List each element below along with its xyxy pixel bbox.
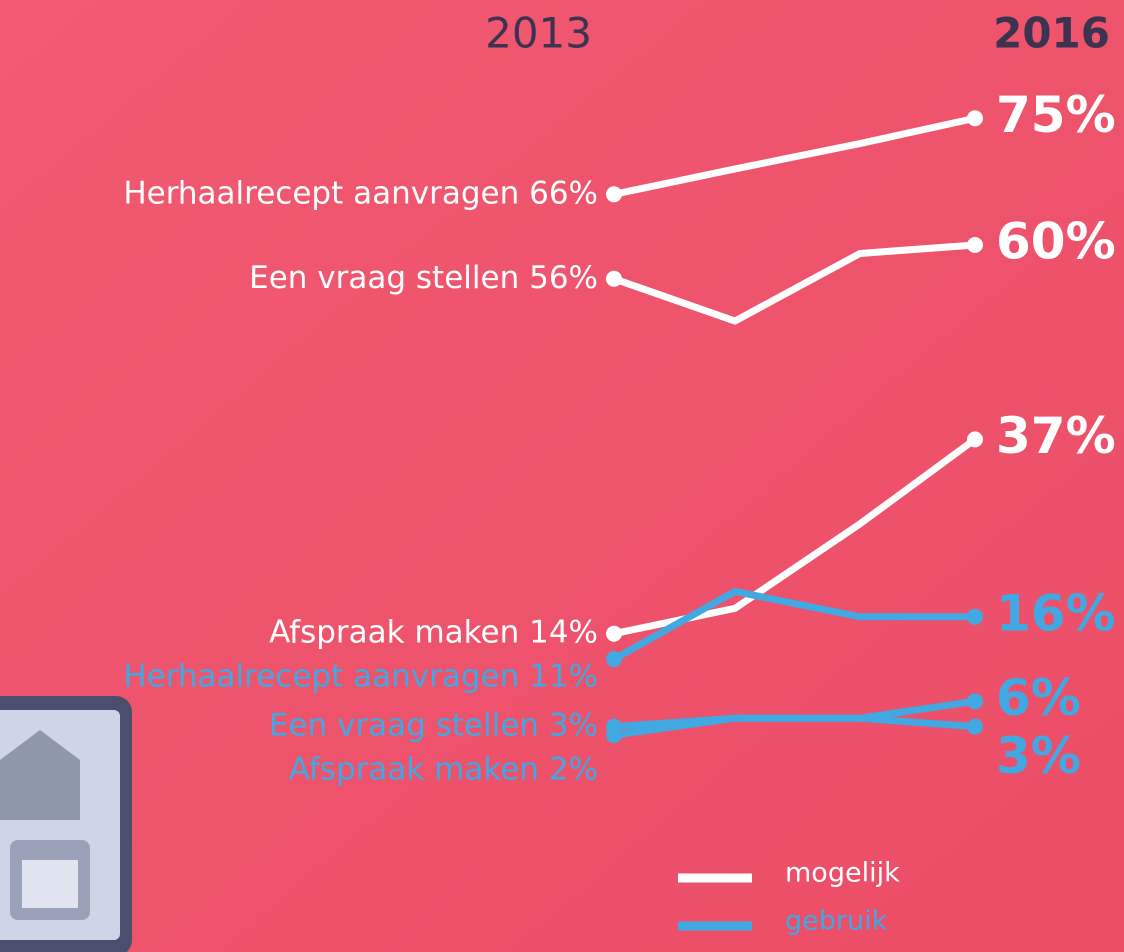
value-label: 37% [996, 407, 1116, 465]
value-label: 6% [996, 669, 1081, 727]
series-name: Een vraag stellen [249, 259, 519, 295]
end-dot [967, 719, 983, 735]
series-name: Herhaalrecept aanvragen [123, 658, 519, 694]
series-name: Afspraak maken [269, 614, 519, 650]
legend-label: mogelijk [785, 858, 900, 889]
end-dot [606, 626, 622, 642]
category-label: 2016 [993, 9, 1110, 58]
end-dot [967, 609, 983, 625]
value-label: 3% [996, 727, 1081, 785]
value-label: 56% [529, 259, 598, 295]
series-name: Herhaalrecept aanvragen [123, 175, 519, 211]
value-label: 16% [996, 584, 1116, 642]
left-label: Afspraak maken 14% [269, 614, 598, 650]
end-dot [967, 431, 983, 447]
value-label: 2% [549, 751, 598, 787]
left-label: Een vraag stellen 3% [269, 707, 598, 743]
series-name: Afspraak maken [289, 751, 539, 787]
end-dot [606, 271, 622, 287]
left-label: Afspraak maken 2% [289, 751, 598, 787]
value-label: 75% [996, 86, 1116, 144]
value-label: 66% [529, 175, 598, 211]
legend-label: gebruik [785, 906, 888, 937]
end-dot [606, 651, 622, 667]
series-name: Een vraag stellen [269, 707, 539, 743]
value-label: 14% [529, 614, 598, 650]
left-label: Een vraag stellen 56% [249, 259, 598, 295]
left-label: Herhaalrecept aanvragen 66% [123, 175, 598, 211]
end-dot [967, 693, 983, 709]
left-label: Herhaalrecept aanvragen 11% [123, 658, 598, 694]
value-label: 60% [996, 213, 1116, 271]
chart: 2013 2016 Herhaalrecept aanvragen 66% Een v… [0, 0, 1124, 952]
end-dot [967, 237, 983, 253]
background [0, 0, 1124, 952]
end-dot [606, 727, 622, 743]
value-label: 3% [549, 707, 598, 743]
end-dot [606, 186, 622, 202]
value-label: 11% [529, 658, 598, 694]
end-dot [967, 110, 983, 126]
tablet-icon [0, 696, 132, 952]
category-label: 2013 [485, 9, 592, 58]
